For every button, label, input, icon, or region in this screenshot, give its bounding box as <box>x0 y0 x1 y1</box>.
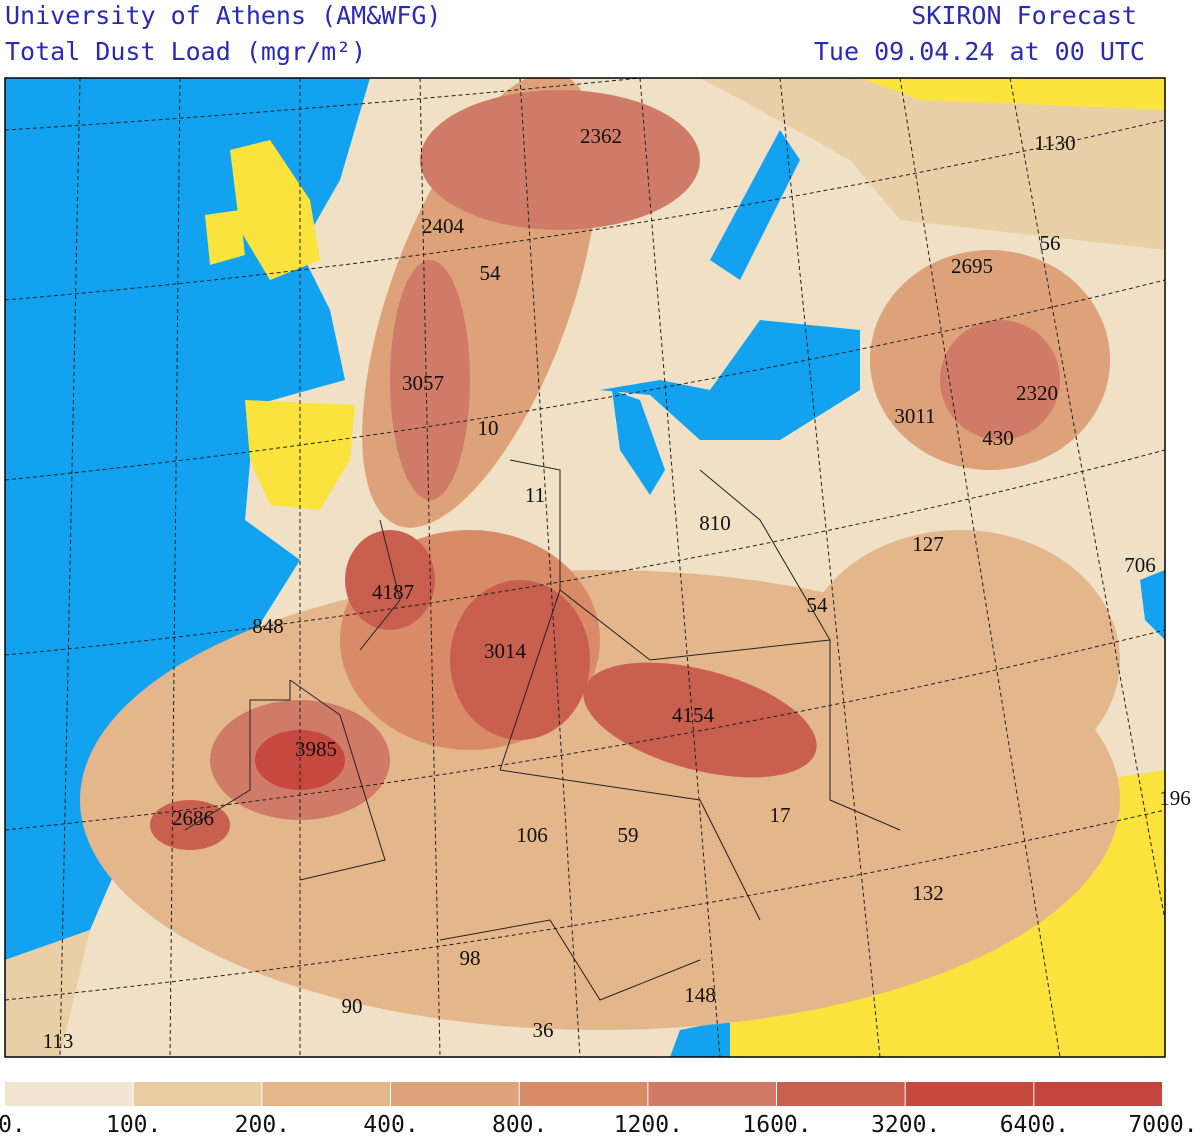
dust-value-label: 90 <box>342 994 363 1018</box>
dust-value-label: 810 <box>699 511 731 535</box>
dust-value-label: 54 <box>480 261 502 285</box>
britain <box>230 140 320 280</box>
colorbar: 10. 100. 200. 400. 800. 1200. 1600. 3200. 6400. 7… <box>0 1082 1198 1138</box>
dust-value-label: 148 <box>684 983 716 1007</box>
dust-value-label: 17 <box>770 803 791 827</box>
dust-value-label: 59 <box>618 823 639 847</box>
dust-value-label: 98 <box>460 946 481 970</box>
dust-value-label: 2404 <box>422 214 465 238</box>
dust-value-label: 106 <box>516 823 548 847</box>
header-date: Tue 09.04.24 at 00 UTC <box>814 37 1145 66</box>
meridians <box>59 78 1165 1057</box>
colorbar-swatch <box>905 1082 1034 1106</box>
map-labels: 2362 1130 2404 56 54 2695 3057 10 2320 3011 430 11 8… <box>43 124 1191 1053</box>
dust-plume <box>940 320 1060 440</box>
map-frame <box>4 77 1166 1058</box>
dust-plume <box>450 580 590 740</box>
dust-value-label: 4154 <box>672 703 715 727</box>
mediterranean-east <box>600 320 860 440</box>
colorbar-label: 1200. <box>614 1112 683 1134</box>
colorbar-swatch <box>519 1082 648 1106</box>
dust-value-label: 848 <box>252 614 284 638</box>
colorbar-swatch <box>391 1082 519 1106</box>
dust-value-label: 196 <box>1159 786 1191 810</box>
colorbar-label: 10. <box>0 1112 26 1134</box>
dust-value-label: 1130 <box>1034 131 1075 155</box>
colorbar-label: 3200. <box>871 1112 940 1134</box>
colorbar-label: 6400. <box>1000 1112 1069 1134</box>
colorbar-swatch <box>262 1082 390 1106</box>
dust-value-label: 113 <box>43 1029 74 1053</box>
dust-east <box>700 78 1165 250</box>
dust-value-label: 10 <box>478 416 499 440</box>
colorbar-label: 400. <box>363 1112 418 1134</box>
dust-value-label: 3011 <box>894 404 935 428</box>
dust-value-label: 36 <box>533 1018 554 1042</box>
dust-value-label: 4187 <box>372 580 414 604</box>
dust-coast <box>5 930 90 1057</box>
colorbar-swatch <box>1034 1082 1162 1106</box>
baltic <box>710 130 800 280</box>
colorbar-swatch <box>133 1082 262 1106</box>
dust-value-label: 3014 <box>484 639 527 663</box>
dust-value-label: 132 <box>912 881 944 905</box>
dust-plume <box>583 662 817 778</box>
colorbar-label: 1600. <box>742 1112 811 1134</box>
dust-value-label: 2362 <box>580 124 622 148</box>
dust-value-label: 706 <box>1124 553 1156 577</box>
map <box>5 78 1165 1057</box>
atlantic <box>5 78 370 960</box>
dust-value-label: 11 <box>525 483 545 507</box>
colorbar-swatch <box>5 1082 133 1106</box>
colorbar-swatch <box>648 1082 776 1106</box>
dust-plume <box>800 530 1120 790</box>
dust-plume <box>420 90 700 230</box>
iberia <box>245 400 355 510</box>
ionian-sea <box>612 390 665 495</box>
dust-plume <box>345 530 435 630</box>
dust-value-label: 2320 <box>1016 381 1058 405</box>
colorbar-swatch <box>777 1082 905 1106</box>
dust-value-label: 2686 <box>172 806 214 830</box>
gulf-of-guinea <box>670 1020 730 1057</box>
dust-plume <box>150 800 230 850</box>
dust-value-label: 127 <box>912 532 944 556</box>
dust-value-label: 54 <box>807 593 829 617</box>
ireland <box>205 210 245 265</box>
dust-value-label: 430 <box>982 426 1014 450</box>
header-subtitle: Total Dust Load (mgr/m²) <box>5 37 366 66</box>
dust-value-label: 2695 <box>951 254 993 278</box>
parallels <box>5 78 1165 1001</box>
dust-value-label: 56 <box>1040 231 1061 255</box>
colorbar-label: 7000. <box>1128 1112 1197 1134</box>
colorbar-label: 200. <box>235 1112 290 1134</box>
dust-value-label: 3057 <box>402 371 444 395</box>
gulf <box>1140 570 1165 640</box>
header-title: University of Athens (AM&WFG) <box>5 1 442 30</box>
borders <box>184 459 901 1001</box>
header-model: SKIRON Forecast <box>911 1 1137 30</box>
dust-value-label: 3985 <box>295 737 337 761</box>
colorbar-label: 100. <box>106 1112 161 1134</box>
dust-plume <box>390 260 470 500</box>
colorbar-label: 800. <box>492 1112 547 1134</box>
